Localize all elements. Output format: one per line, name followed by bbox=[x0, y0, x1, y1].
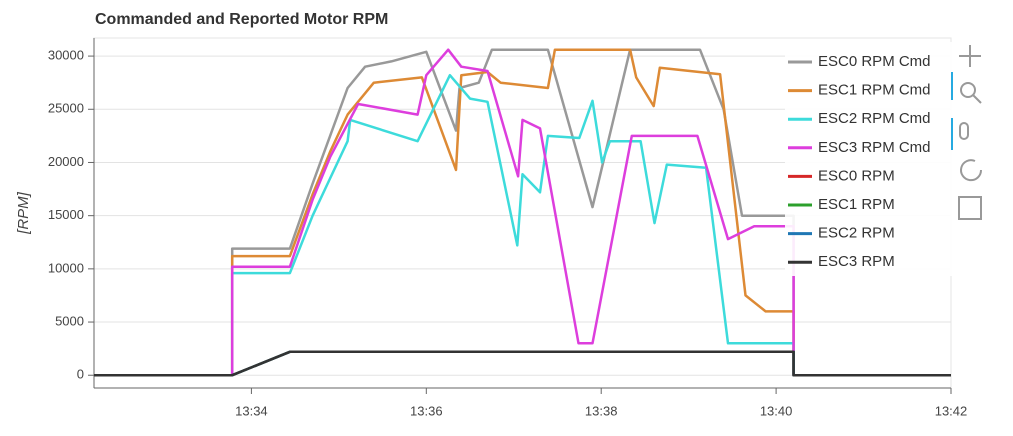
y-tick-label: 5000 bbox=[55, 313, 84, 328]
legend-label: ESC0 RPM Cmd bbox=[818, 53, 931, 70]
series-line bbox=[94, 48, 951, 377]
series-line bbox=[94, 350, 951, 377]
x-tick-label: 13:42 bbox=[935, 403, 968, 418]
series-line bbox=[94, 350, 951, 377]
series-line bbox=[94, 350, 951, 377]
x-tick-label: 13:38 bbox=[585, 403, 618, 418]
legend-label: ESC2 RPM Cmd bbox=[818, 110, 931, 127]
x-tick-label: 13:40 bbox=[760, 403, 793, 418]
legend-label: ESC1 RPM bbox=[818, 196, 895, 213]
series-line bbox=[94, 73, 951, 377]
chart-title: Commanded and Reported Motor RPM bbox=[95, 11, 388, 28]
series-line bbox=[94, 48, 951, 377]
zoom-tool-handle bbox=[972, 94, 982, 104]
legend-label: ESC3 RPM bbox=[818, 253, 895, 270]
legend-label: ESC0 RPM bbox=[818, 167, 895, 184]
reset-tool[interactable] bbox=[960, 159, 983, 182]
y-tick-label: 25000 bbox=[48, 101, 84, 116]
wheel-zoom-tool[interactable] bbox=[959, 122, 969, 140]
y-tick-label: 10000 bbox=[48, 260, 84, 275]
y-axis-label: [RPM] bbox=[15, 191, 32, 235]
legend-label: ESC3 RPM Cmd bbox=[818, 139, 931, 156]
legend-box bbox=[785, 42, 952, 276]
x-tick-label: 13:36 bbox=[410, 403, 443, 418]
save-tool[interactable] bbox=[958, 196, 982, 220]
zoom-tool[interactable] bbox=[960, 82, 976, 98]
series-line bbox=[94, 350, 951, 377]
y-tick-label: 20000 bbox=[48, 154, 84, 169]
x-tick-label: 13:34 bbox=[235, 403, 268, 418]
legend-label: ESC2 RPM bbox=[818, 225, 895, 242]
toolbar bbox=[951, 45, 983, 220]
pan-tool[interactable] bbox=[959, 45, 981, 67]
legend: ESC0 RPM Cmd ESC1 RPM Cmd ESC2 RPM Cmd ESC3… bbox=[785, 42, 952, 276]
legend-label: ESC1 RPM Cmd bbox=[818, 82, 931, 99]
y-tick-label: 0 bbox=[77, 367, 84, 382]
y-tick-label: 30000 bbox=[48, 48, 84, 63]
y-tick-label: 15000 bbox=[48, 207, 84, 222]
